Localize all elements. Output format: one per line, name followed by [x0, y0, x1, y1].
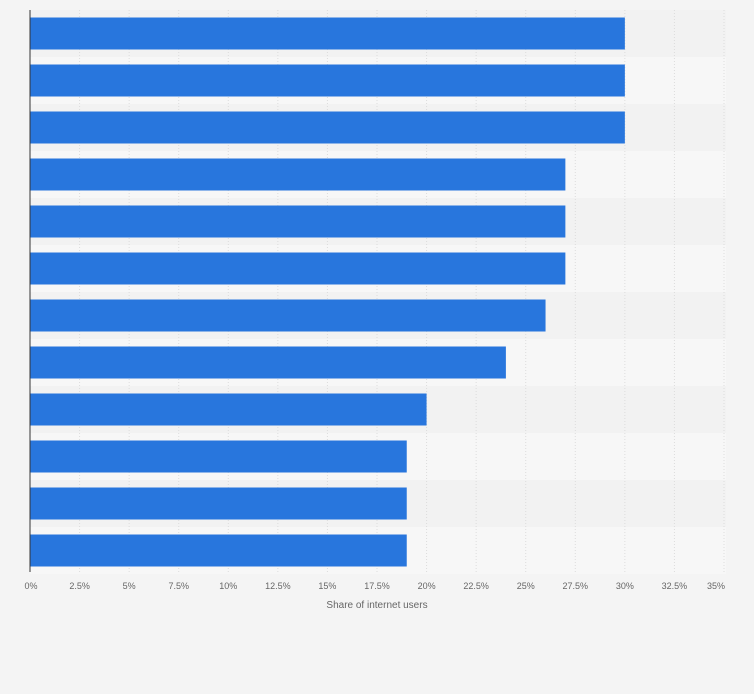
x-tick-label: 30% — [616, 581, 634, 591]
bars — [30, 17, 625, 567]
x-tick-label: 5% — [123, 581, 136, 591]
x-tick-label: 27.5% — [563, 581, 589, 591]
gridlines — [79, 10, 725, 572]
bar[interactable] — [30, 111, 625, 144]
x-tick-label: 15% — [318, 581, 336, 591]
x-tick-labels: 0% 2.5% 5% 7.5% 10% 12.5% 15% 17.5% 20% 22.5% 25% 2… — [24, 581, 725, 591]
bar[interactable] — [30, 487, 407, 520]
bar[interactable] — [30, 205, 566, 238]
bar[interactable] — [30, 346, 506, 379]
x-tick-label: 17.5% — [364, 581, 390, 591]
bar[interactable] — [30, 252, 566, 285]
bar[interactable] — [30, 158, 566, 191]
x-tick-label: 35% — [707, 581, 725, 591]
bar[interactable] — [30, 64, 625, 97]
x-tick-label: 0% — [24, 581, 37, 591]
x-tick-label: 22.5% — [463, 581, 489, 591]
x-axis-title: Share of internet users — [326, 600, 427, 611]
bar[interactable] — [30, 534, 407, 567]
x-tick-label: 12.5% — [265, 581, 291, 591]
bar[interactable] — [30, 17, 625, 50]
bar[interactable] — [30, 393, 427, 426]
x-tick-label: 20% — [418, 581, 436, 591]
bar[interactable] — [30, 440, 407, 473]
bar[interactable] — [30, 299, 546, 332]
x-tick-label: 10% — [219, 581, 237, 591]
x-tick-label: 32.5% — [662, 581, 688, 591]
x-tick-label: 2.5% — [69, 581, 90, 591]
x-tick-label: 7.5% — [168, 581, 189, 591]
x-tick-label: 25% — [517, 581, 535, 591]
